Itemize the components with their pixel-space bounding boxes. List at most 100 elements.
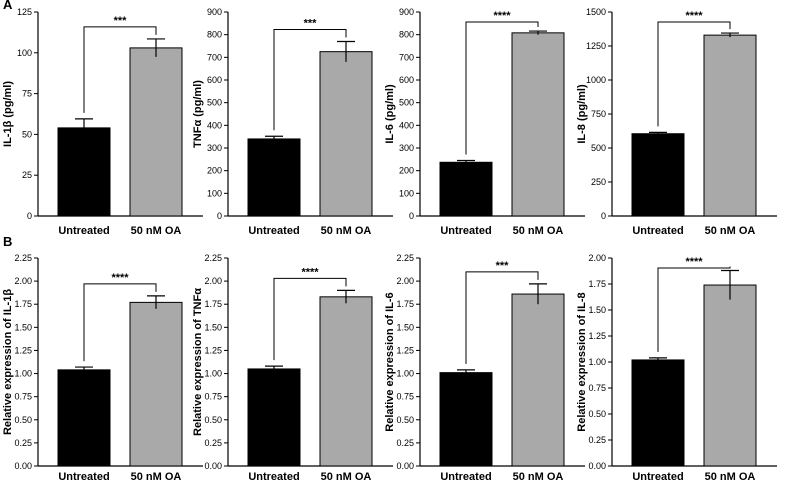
chart-4-y-tick-label: 0 bbox=[601, 211, 606, 221]
chart-6-significance-label: **** bbox=[301, 266, 319, 278]
chart-5-y-tick-label: 2.00 bbox=[14, 276, 32, 286]
chart-6-significance-bracket bbox=[273, 277, 347, 361]
chart-2-y-axis-title: TNFα (pg/ml) bbox=[192, 80, 204, 148]
chart-2-y-tick-label: 500 bbox=[207, 98, 222, 108]
chart-2-y-tick-label: 400 bbox=[207, 120, 222, 130]
chart-5-significance-bracket bbox=[83, 283, 157, 362]
chart-8-significance-label: **** bbox=[685, 256, 703, 268]
chart-4-y-axis-title: IL-8 (pg/ml) bbox=[576, 84, 588, 144]
chart-2-y-tick-label: 700 bbox=[207, 52, 222, 62]
chart-5-y-tick-label: 1.75 bbox=[14, 299, 32, 309]
chart-1-bar bbox=[129, 47, 183, 217]
chart-5-category-label: 50 nM OA bbox=[131, 471, 182, 482]
panel-letter: A bbox=[3, 0, 13, 12]
chart-2-significance-bracket bbox=[273, 28, 347, 131]
chart-5-y-axis-title: Relative expression of IL-1β bbox=[2, 289, 14, 435]
chart-6-category-label: 50 nM OA bbox=[321, 471, 372, 482]
chart-4-significance-bracket bbox=[657, 21, 731, 127]
chart-3-y-tick-label: 400 bbox=[399, 120, 414, 130]
chart-8-y-tick-label: 0.25 bbox=[588, 435, 606, 445]
chart-2-y-tick-label: 800 bbox=[207, 30, 222, 40]
chart-3-y-tick-label: 300 bbox=[399, 143, 414, 153]
chart-1-y-tick-label: 0 bbox=[27, 211, 32, 221]
chart-2-bar bbox=[247, 138, 301, 217]
chart-7-y-tick-label: 1.50 bbox=[396, 322, 414, 332]
chart-2-bar bbox=[319, 51, 373, 217]
chart-3-significance-bracket bbox=[465, 21, 539, 155]
chart-3-category-label: 50 nM OA bbox=[513, 225, 564, 237]
chart-3-category-label: Untreated bbox=[440, 225, 491, 237]
chart-7-significance-label: *** bbox=[496, 260, 510, 272]
chart-4-y-tick-label: 500 bbox=[591, 143, 606, 153]
chart-4-bar bbox=[631, 133, 685, 217]
chart-4-y-tick-label: 1500 bbox=[586, 7, 606, 17]
chart-8-y-axis-title: Relative expression of IL-8 bbox=[576, 292, 588, 431]
chart-2-y-tick-label: 200 bbox=[207, 166, 222, 176]
chart-7-bar bbox=[511, 293, 565, 467]
chart-8-category-label: Untreated bbox=[632, 471, 683, 482]
chart-3-y-axis-title: IL-6 (pg/ml) bbox=[384, 84, 396, 144]
chart-3-y-tick-label: 600 bbox=[399, 75, 414, 85]
chart-4-category-label: Untreated bbox=[632, 225, 683, 237]
chart-7-y-tick-label: 0.75 bbox=[396, 392, 414, 402]
chart-1-significance-bracket bbox=[83, 26, 157, 113]
chart-8-y-tick-label: 0.75 bbox=[588, 383, 606, 393]
chart-7-bar bbox=[439, 372, 493, 467]
chart-7-y-tick-label: 1.75 bbox=[396, 299, 414, 309]
chart-5-bar bbox=[57, 369, 111, 467]
chart-6-y-tick-label: 2.00 bbox=[204, 276, 222, 286]
chart-3-bar bbox=[439, 161, 493, 217]
chart-6-bar bbox=[247, 368, 301, 467]
chart-5-y-tick-label: 1.25 bbox=[14, 345, 32, 355]
chart-5-category-label: Untreated bbox=[58, 471, 109, 482]
chart-2-category-label: 50 nM OA bbox=[321, 225, 372, 237]
chart-4-y-tick-label: 1000 bbox=[586, 75, 606, 85]
chart-3-y-tick-label: 900 bbox=[399, 7, 414, 17]
chart-6-y-tick-label: 0.00 bbox=[204, 461, 222, 471]
chart-2-y-tick-label: 300 bbox=[207, 143, 222, 153]
chart-4-y-tick-label: 1250 bbox=[586, 41, 606, 51]
chart-2-y-tick-label: 100 bbox=[207, 188, 222, 198]
chart-6-y-axis-title: Relative expression of TNFα bbox=[192, 288, 204, 436]
chart-2-y-tick-label: 900 bbox=[207, 7, 222, 17]
chart-7-y-tick-label: 0.50 bbox=[396, 415, 414, 425]
chart-8-category-label: 50 nM OA bbox=[705, 471, 756, 482]
chart-4-y-tick-label: 250 bbox=[591, 177, 606, 187]
chart-5-y-tick-label: 0.00 bbox=[14, 461, 32, 471]
chart-6-y-tick-label: 0.50 bbox=[204, 415, 222, 425]
chart-4-category-label: 50 nM OA bbox=[705, 225, 756, 237]
chart-8-y-tick-label: 0.00 bbox=[588, 461, 606, 471]
chart-1-y-tick-label: 50 bbox=[22, 129, 32, 139]
chart-3-y-tick-label: 0 bbox=[409, 211, 414, 221]
chart-8-y-tick-label: 1.50 bbox=[588, 305, 606, 315]
chart-1-bar bbox=[57, 127, 111, 217]
chart-8-significance-bracket bbox=[657, 266, 731, 352]
chart-5-y-tick-label: 0.75 bbox=[14, 392, 32, 402]
chart-5-significance-label: **** bbox=[111, 272, 129, 284]
chart-5-y-tick-label: 0.25 bbox=[14, 438, 32, 448]
chart-7-category-label: 50 nM OA bbox=[513, 471, 564, 482]
panel-letter: B bbox=[3, 234, 12, 249]
chart-3-y-tick-label: 100 bbox=[399, 188, 414, 198]
chart-2-y-tick-label: 600 bbox=[207, 75, 222, 85]
chart-5-y-tick-label: 2.25 bbox=[14, 253, 32, 263]
chart-2-category-label: Untreated bbox=[248, 225, 299, 237]
chart-6-y-tick-label: 0.75 bbox=[204, 392, 222, 402]
chart-3-y-tick-label: 200 bbox=[399, 166, 414, 176]
chart-1-significance-label: *** bbox=[114, 15, 128, 27]
chart-8-y-tick-label: 0.50 bbox=[588, 409, 606, 419]
chart-1-y-tick-label: 75 bbox=[22, 89, 32, 99]
chart-1-category-label: 50 nM OA bbox=[131, 225, 182, 237]
chart-7-y-tick-label: 2.25 bbox=[396, 253, 414, 263]
chart-7-y-tick-label: 0.00 bbox=[396, 461, 414, 471]
chart-7-significance-bracket bbox=[465, 271, 539, 364]
chart-4-bar bbox=[703, 34, 757, 217]
chart-1-y-tick-label: 25 bbox=[22, 170, 32, 180]
chart-3-bar bbox=[511, 32, 565, 217]
chart-6-y-tick-label: 1.25 bbox=[204, 345, 222, 355]
chart-3-y-tick-label: 800 bbox=[399, 30, 414, 40]
chart-7-y-axis-title: Relative expression of IL-6 bbox=[384, 292, 396, 431]
chart-5-y-tick-label: 1.50 bbox=[14, 322, 32, 332]
chart-7-y-tick-label: 2.00 bbox=[396, 276, 414, 286]
